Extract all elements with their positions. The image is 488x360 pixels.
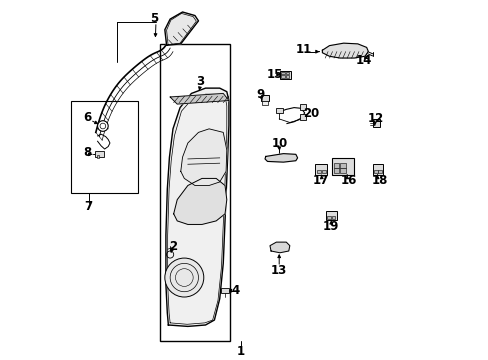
Bar xyxy=(316,170,320,174)
Polygon shape xyxy=(164,12,198,45)
Polygon shape xyxy=(173,179,226,224)
Bar xyxy=(261,95,269,101)
Text: 17: 17 xyxy=(312,174,328,187)
Text: 11: 11 xyxy=(295,43,311,56)
Bar xyxy=(315,164,326,175)
Bar xyxy=(372,119,380,127)
Text: 13: 13 xyxy=(270,264,287,277)
Text: 9: 9 xyxy=(256,87,264,101)
Text: 6: 6 xyxy=(82,111,91,124)
Bar xyxy=(372,164,382,175)
Bar xyxy=(299,104,305,110)
Text: 1: 1 xyxy=(236,345,244,358)
Bar xyxy=(285,75,288,77)
Bar xyxy=(281,75,284,77)
Circle shape xyxy=(164,258,203,297)
Bar xyxy=(333,163,339,168)
Bar xyxy=(322,170,325,174)
Bar xyxy=(326,216,330,219)
Circle shape xyxy=(98,121,108,131)
Bar xyxy=(159,44,230,341)
Bar xyxy=(332,158,353,175)
Bar xyxy=(340,168,346,174)
Bar xyxy=(262,101,267,105)
Text: 15: 15 xyxy=(266,68,283,81)
Polygon shape xyxy=(165,88,228,327)
Bar xyxy=(279,71,290,78)
Bar xyxy=(331,216,334,219)
Text: 3: 3 xyxy=(196,75,204,88)
Text: 18: 18 xyxy=(371,174,387,187)
Text: 5: 5 xyxy=(150,12,158,25)
Text: 4: 4 xyxy=(231,284,240,297)
Text: 2: 2 xyxy=(168,240,177,253)
Text: 12: 12 xyxy=(366,112,383,125)
Text: 14: 14 xyxy=(355,54,371,67)
Bar xyxy=(221,288,228,293)
Text: 7: 7 xyxy=(84,200,93,213)
Text: 10: 10 xyxy=(271,137,287,150)
Bar xyxy=(340,163,346,168)
Bar xyxy=(96,155,99,158)
Polygon shape xyxy=(264,154,297,162)
Text: 19: 19 xyxy=(323,220,339,233)
Bar xyxy=(373,170,377,174)
Bar xyxy=(299,114,305,120)
Polygon shape xyxy=(181,129,226,185)
Bar xyxy=(378,170,381,174)
Bar xyxy=(281,72,284,74)
Polygon shape xyxy=(322,43,367,58)
Bar xyxy=(71,100,138,193)
Text: 8: 8 xyxy=(82,146,91,159)
Polygon shape xyxy=(269,242,289,253)
Bar xyxy=(276,108,282,113)
Bar xyxy=(333,168,339,174)
Text: 20: 20 xyxy=(303,108,319,121)
Bar xyxy=(325,211,336,220)
Bar xyxy=(95,151,104,157)
Polygon shape xyxy=(170,94,228,104)
Text: 16: 16 xyxy=(340,174,356,187)
Bar xyxy=(285,72,288,74)
